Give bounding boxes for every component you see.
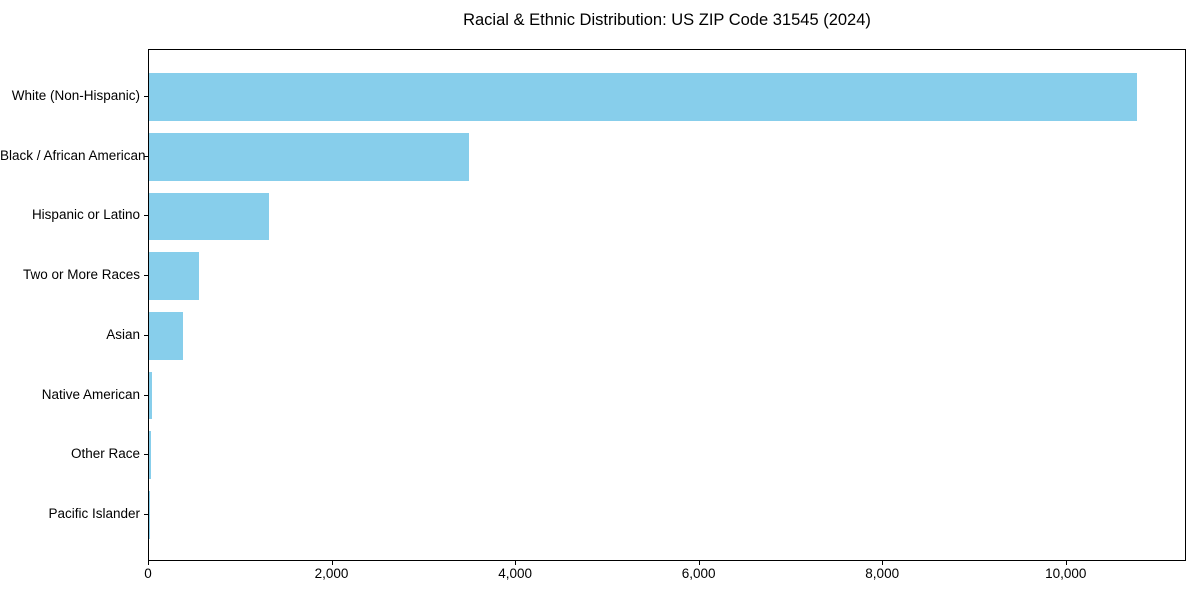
y-tick-two-or-more-races	[144, 275, 148, 277]
x-tick-8-000	[882, 561, 884, 565]
y-tick-native-american	[144, 394, 148, 396]
bar-native-american	[149, 371, 152, 420]
y-label-pacific-islander: Pacific Islander	[48, 505, 140, 521]
x-tick-label-10-000: 10,000	[1045, 566, 1087, 581]
plot-area	[148, 49, 1186, 561]
y-label-black-african-american: Black / African American	[0, 147, 146, 163]
x-tick-label-2-000: 2,000	[314, 566, 349, 581]
bar-pacific-islander	[149, 491, 150, 539]
y-tick-black-african-american	[144, 155, 148, 157]
bar-hispanic-or-latino	[149, 192, 270, 241]
x-tick-10-000	[1065, 561, 1067, 565]
bar-asian	[149, 311, 183, 360]
y-tick-white-non-hispanic	[144, 96, 148, 97]
y-label-native-american: Native American	[41, 386, 140, 402]
x-tick-6-000	[698, 561, 700, 565]
y-tick-hispanic-or-latino	[144, 215, 148, 217]
y-label-asian: Asian	[106, 326, 140, 342]
y-label-other-race: Other Race	[70, 446, 140, 462]
x-tick-label-6-000: 6,000	[681, 566, 716, 581]
chart-title: Racial & Ethnic Distribution: US ZIP Cod…	[463, 11, 871, 29]
y-tick-other-race	[144, 454, 148, 456]
bar-two-or-more-races	[149, 252, 200, 300]
bars-layer	[149, 50, 1185, 560]
x-tick-label-0: 0	[144, 566, 152, 581]
x-tick-4-000	[515, 561, 517, 565]
y-tick-asian	[144, 334, 148, 336]
x-tick-2-000	[331, 561, 333, 565]
y-label-two-or-more-races: Two or More Races	[22, 267, 140, 283]
x-tick-0	[148, 561, 149, 565]
y-label-hispanic-or-latino: Hispanic or Latino	[31, 207, 140, 223]
bar-other-race	[149, 431, 152, 480]
x-tick-label-8-000: 8,000	[865, 566, 900, 581]
bar-white-non-hispanic	[149, 73, 1138, 121]
y-label-white-non-hispanic: White (Non-Hispanic)	[11, 88, 140, 103]
y-tick-pacific-islander	[144, 513, 148, 515]
bar-black-african-american	[149, 132, 470, 181]
x-tick-label-4-000: 4,000	[498, 566, 532, 581]
